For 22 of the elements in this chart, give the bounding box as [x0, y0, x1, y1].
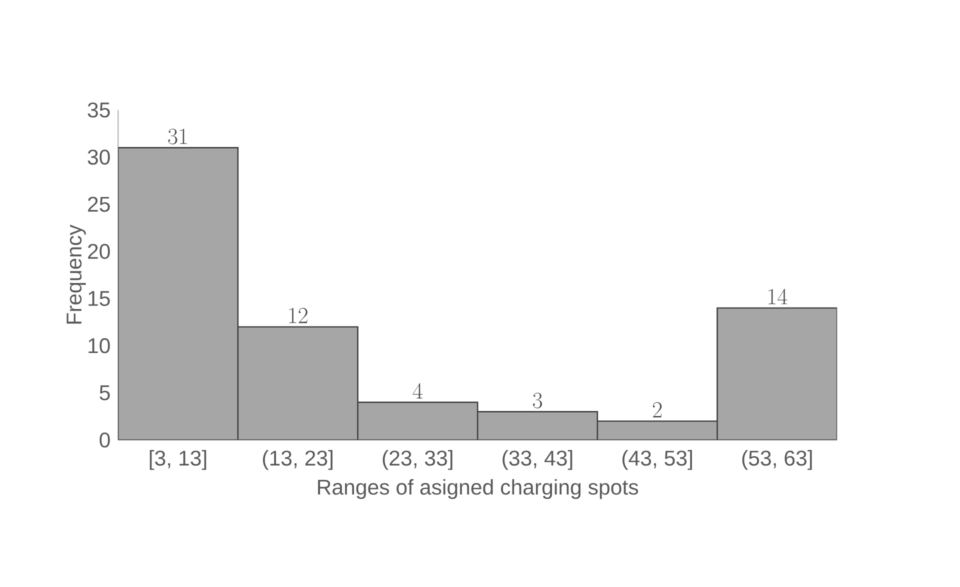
y-tick-label: 0: [100, 432, 110, 448]
y-tick-label: 30: [88, 150, 110, 165]
x-tick-label: (33, 43]: [502, 450, 572, 470]
data-label: 12: [289, 308, 308, 324]
data-label: 14: [768, 288, 788, 304]
y-tick-label: 20: [88, 244, 110, 259]
x-tick-label: (53, 63]: [742, 450, 812, 470]
data-label: 31: [168, 128, 187, 144]
x-tick-label: (43, 53]: [622, 450, 692, 470]
data-label: 4: [412, 383, 422, 399]
x-tick-label: [3, 13]: [150, 450, 206, 470]
y-axis-title: Frequency: [66, 224, 86, 324]
x-tick-label: (23, 33]: [382, 450, 452, 470]
x-tick-label: (13, 23]: [262, 450, 332, 470]
y-tick-label: 25: [88, 196, 110, 212]
y-tick-label: 10: [88, 338, 110, 354]
y-tick-label: 5: [100, 385, 110, 400]
data-label: 3: [532, 392, 542, 408]
y-tick-label: 15: [88, 291, 110, 306]
x-axis-title: Ranges of asigned charging spots: [318, 479, 638, 499]
y-tick-label: 35: [88, 102, 110, 118]
data-label: 2: [652, 402, 662, 418]
